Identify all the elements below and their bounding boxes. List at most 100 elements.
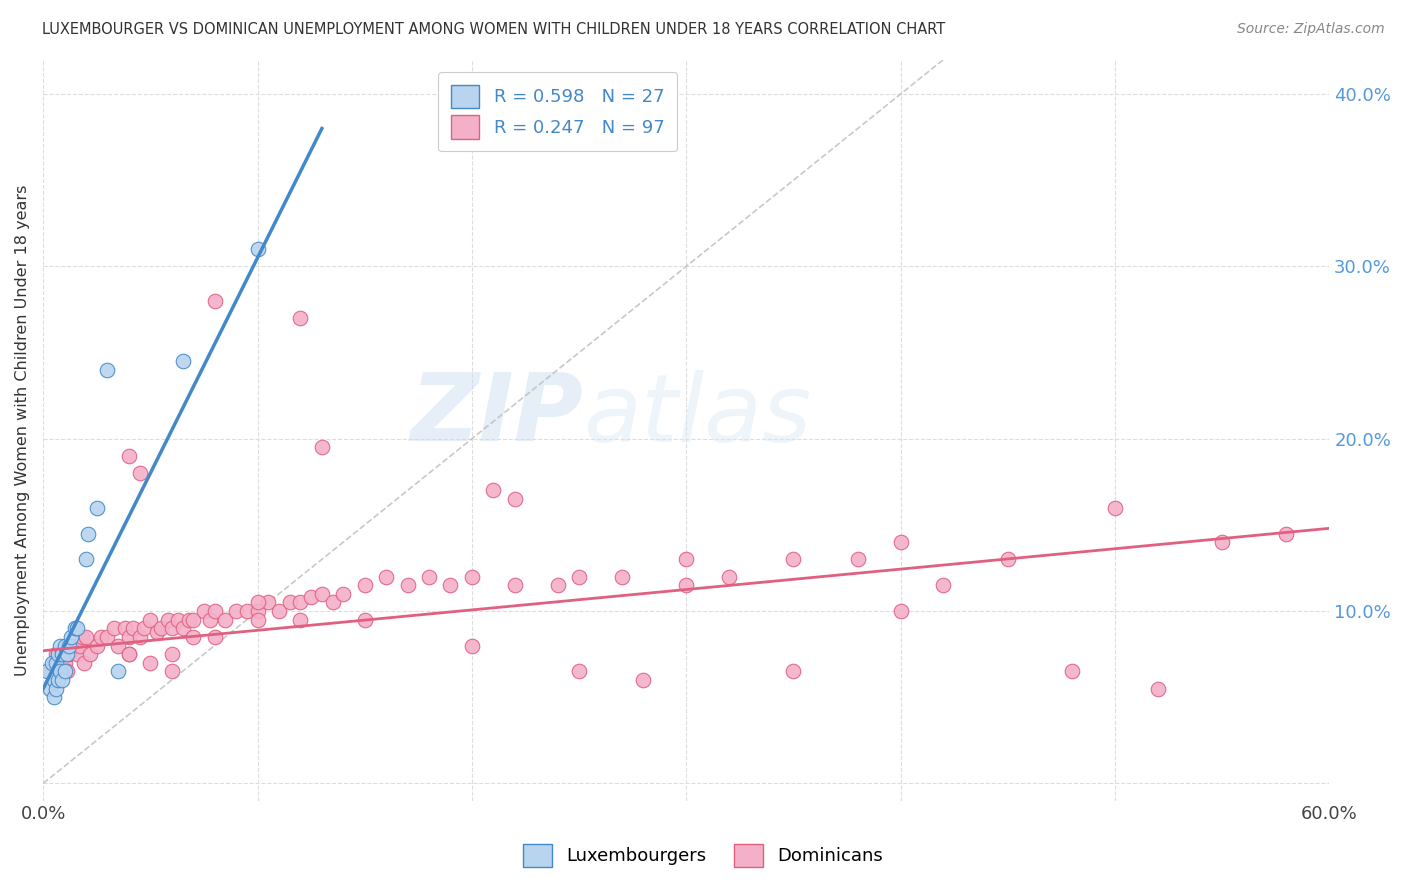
Point (782, 665, 804, 679)
Point (75, 630, 97, 644)
Point (73, 656, 96, 670)
Point (200, 613, 222, 627)
Point (610, 569, 633, 583)
Point (45, 656, 67, 670)
Point (118, 647, 141, 661)
Point (46, 673, 69, 687)
Point (782, 552, 804, 566)
Point (160, 647, 183, 661)
Point (172, 354, 194, 368)
Point (66, 621, 89, 635)
Point (246, 242, 269, 256)
Point (675, 578, 697, 592)
Point (53, 639, 76, 653)
Point (167, 613, 190, 627)
Point (156, 613, 179, 627)
Point (311, 587, 333, 601)
Point (146, 624, 169, 639)
Point (461, 639, 484, 653)
Point (439, 578, 461, 592)
Point (60, 639, 83, 653)
Point (290, 595, 312, 609)
Point (633, 673, 655, 687)
Point (1211, 535, 1233, 549)
Point (322, 595, 344, 609)
Point (45, 681, 67, 696)
Point (482, 483, 505, 498)
Point (75, 552, 97, 566)
Point (1104, 500, 1126, 515)
Point (69, 639, 91, 653)
Legend: Luxembourgers, Dominicans: Luxembourgers, Dominicans (516, 837, 890, 874)
Point (418, 569, 440, 583)
Point (42, 656, 65, 670)
Point (49, 639, 72, 653)
Point (55, 665, 77, 679)
Point (128, 630, 150, 644)
Point (204, 604, 226, 618)
Point (267, 604, 290, 618)
Point (177, 613, 200, 627)
Point (118, 630, 141, 644)
Point (890, 535, 912, 549)
Legend: R = 0.598   N = 27, R = 0.247   N = 97: R = 0.598 N = 27, R = 0.247 N = 97 (437, 72, 678, 152)
Point (718, 569, 741, 583)
Point (461, 569, 484, 583)
Point (77, 526, 100, 541)
Point (51, 647, 73, 661)
Point (42, 673, 65, 687)
Point (150, 621, 173, 635)
Point (107, 639, 129, 653)
Point (1146, 681, 1168, 696)
Point (118, 449, 141, 463)
Point (65, 639, 87, 653)
Point (299, 591, 322, 605)
Text: LUXEMBOURGER VS DOMINICAN UNEMPLOYMENT AMONG WOMEN WITH CHILDREN UNDER 18 YEARS : LUXEMBOURGER VS DOMINICAN UNEMPLOYMENT A… (42, 22, 945, 37)
Point (204, 630, 226, 644)
Point (58, 639, 80, 653)
Point (311, 441, 333, 455)
Point (890, 604, 912, 618)
Point (65, 621, 87, 635)
Point (353, 578, 375, 592)
Point (246, 595, 269, 609)
Point (547, 578, 569, 592)
Point (53, 665, 76, 679)
Point (139, 656, 162, 670)
Point (79, 647, 101, 661)
Point (396, 578, 419, 592)
Point (90, 630, 112, 644)
Point (1060, 665, 1083, 679)
Point (55, 647, 77, 661)
Point (503, 578, 526, 592)
Point (103, 621, 125, 635)
Point (503, 491, 526, 506)
Point (45, 647, 67, 661)
Point (181, 613, 204, 627)
Point (86, 500, 108, 515)
Point (332, 587, 354, 601)
Point (193, 604, 215, 618)
Point (96, 363, 118, 377)
Point (132, 621, 155, 635)
Point (375, 569, 398, 583)
Point (49, 656, 72, 670)
Point (51, 673, 73, 687)
Point (53, 656, 76, 670)
Point (846, 552, 869, 566)
Point (66, 647, 89, 661)
Point (160, 621, 183, 635)
Point (139, 613, 162, 627)
Point (70, 630, 93, 644)
Point (236, 604, 259, 618)
Point (160, 665, 183, 679)
Point (246, 613, 269, 627)
Text: atlas: atlas (583, 370, 811, 461)
Point (246, 604, 269, 618)
Point (290, 311, 312, 326)
Point (568, 569, 591, 583)
Text: ZIP: ZIP (411, 369, 583, 461)
Point (96, 630, 118, 644)
Point (225, 604, 247, 618)
Point (1275, 526, 1298, 541)
